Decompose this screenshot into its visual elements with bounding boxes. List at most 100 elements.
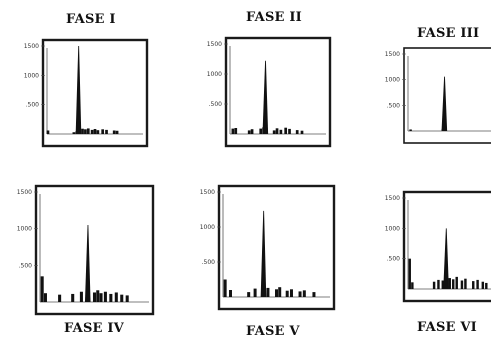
chart-bar bbox=[40, 276, 44, 302]
chart-bar bbox=[125, 295, 129, 302]
chart-bar bbox=[460, 280, 464, 289]
panel-frame bbox=[34, 184, 155, 316]
fase-2-title: FASE II bbox=[246, 10, 302, 25]
chart-bar bbox=[247, 130, 251, 134]
chart-bar bbox=[92, 292, 97, 302]
chart-bar bbox=[295, 130, 299, 134]
fase-5-title: FASE V bbox=[246, 324, 300, 339]
chart-bar bbox=[43, 293, 47, 302]
chart-bar bbox=[72, 132, 76, 134]
chart-bar bbox=[259, 128, 263, 134]
chart-bar bbox=[114, 292, 118, 302]
y-tick-label: .500 bbox=[387, 102, 401, 109]
panel-frame bbox=[41, 38, 149, 148]
chart-bar bbox=[481, 281, 485, 289]
chart-bar bbox=[432, 281, 436, 289]
chart-bar bbox=[275, 289, 278, 297]
chart-bar bbox=[272, 130, 276, 134]
chart-bar bbox=[93, 129, 97, 134]
chart-bar bbox=[408, 258, 411, 289]
chart-bar bbox=[120, 294, 124, 302]
chart-bar bbox=[81, 128, 84, 134]
chart-bar bbox=[409, 129, 412, 131]
chart-bar bbox=[79, 291, 83, 302]
peak-spike bbox=[75, 46, 82, 134]
y-tick-label: 1000 bbox=[17, 226, 32, 233]
chart-bar bbox=[452, 279, 455, 289]
chart-bar bbox=[302, 290, 306, 297]
chart-bar bbox=[96, 130, 100, 134]
fase-6-title: FASE VI bbox=[417, 320, 477, 335]
chart-bar bbox=[115, 130, 119, 134]
y-tick-label: .500 bbox=[19, 262, 33, 269]
fase-3-title: FASE III bbox=[417, 26, 480, 41]
chart-bar bbox=[298, 291, 302, 297]
chart-bar bbox=[485, 282, 488, 289]
chart-bar bbox=[455, 276, 458, 289]
y-tick-label: .500 bbox=[387, 256, 401, 263]
chart-bar bbox=[84, 129, 87, 134]
chart-bar bbox=[247, 292, 251, 297]
y-tick-label: 1500 bbox=[200, 189, 215, 196]
chart-bar bbox=[464, 278, 467, 289]
chart-bar bbox=[231, 128, 235, 134]
peak-spike bbox=[262, 60, 269, 134]
chart-bar bbox=[279, 129, 283, 134]
y-tick-label: 1000 bbox=[200, 224, 215, 231]
chart-bar bbox=[109, 293, 113, 302]
y-tick-label: 1000 bbox=[385, 225, 400, 232]
y-tick-label: 1500 bbox=[385, 51, 400, 58]
chart-bar bbox=[228, 290, 232, 297]
chart-bar bbox=[86, 128, 90, 134]
peak-spike bbox=[441, 76, 448, 131]
peak-spike bbox=[260, 210, 267, 297]
fase-1-title: FASE I bbox=[66, 12, 116, 27]
y-tick-label: 1500 bbox=[207, 41, 222, 48]
chart-bar bbox=[411, 282, 414, 289]
chart-bar bbox=[472, 281, 475, 289]
chart-bar bbox=[112, 130, 116, 134]
peak-spike bbox=[84, 225, 91, 302]
chart-bar bbox=[266, 287, 270, 297]
chart-bar bbox=[476, 279, 479, 289]
chart-bar bbox=[223, 279, 227, 297]
chart-bar bbox=[96, 290, 100, 302]
chart-bar bbox=[250, 129, 254, 134]
chart-bar bbox=[312, 292, 316, 297]
chart-bar bbox=[288, 128, 291, 134]
chart-bar bbox=[275, 128, 279, 134]
chart-bar bbox=[441, 280, 445, 289]
panel-frame bbox=[224, 36, 332, 148]
chart-bar bbox=[437, 279, 440, 289]
chart-bar bbox=[253, 288, 257, 297]
chart-bar bbox=[285, 290, 289, 297]
chart-bar bbox=[284, 127, 288, 134]
fase-4-title: FASE IV bbox=[64, 321, 124, 336]
y-tick-label: .500 bbox=[202, 259, 216, 266]
y-tick-label: 1000 bbox=[207, 71, 222, 78]
chart-bar bbox=[46, 130, 50, 134]
chart-bar bbox=[234, 128, 238, 134]
panel-frame bbox=[217, 184, 336, 311]
y-tick-label: 1500 bbox=[17, 189, 32, 196]
y-tick-label: 1500 bbox=[385, 195, 400, 202]
chart-bar bbox=[103, 291, 107, 302]
y-tick-label: 1000 bbox=[385, 77, 400, 84]
chart-bar bbox=[289, 289, 293, 297]
chart-bar bbox=[99, 293, 103, 302]
chart-bar bbox=[101, 129, 105, 134]
y-tick-label: 1000 bbox=[24, 72, 39, 79]
panel-frame bbox=[402, 190, 491, 303]
y-tick-label: .500 bbox=[209, 101, 223, 108]
chart-bar bbox=[448, 278, 451, 289]
chart-bar bbox=[300, 130, 304, 134]
chart-bar bbox=[278, 287, 282, 297]
chart-bar bbox=[71, 293, 75, 302]
panel-frame bbox=[403, 47, 491, 144]
